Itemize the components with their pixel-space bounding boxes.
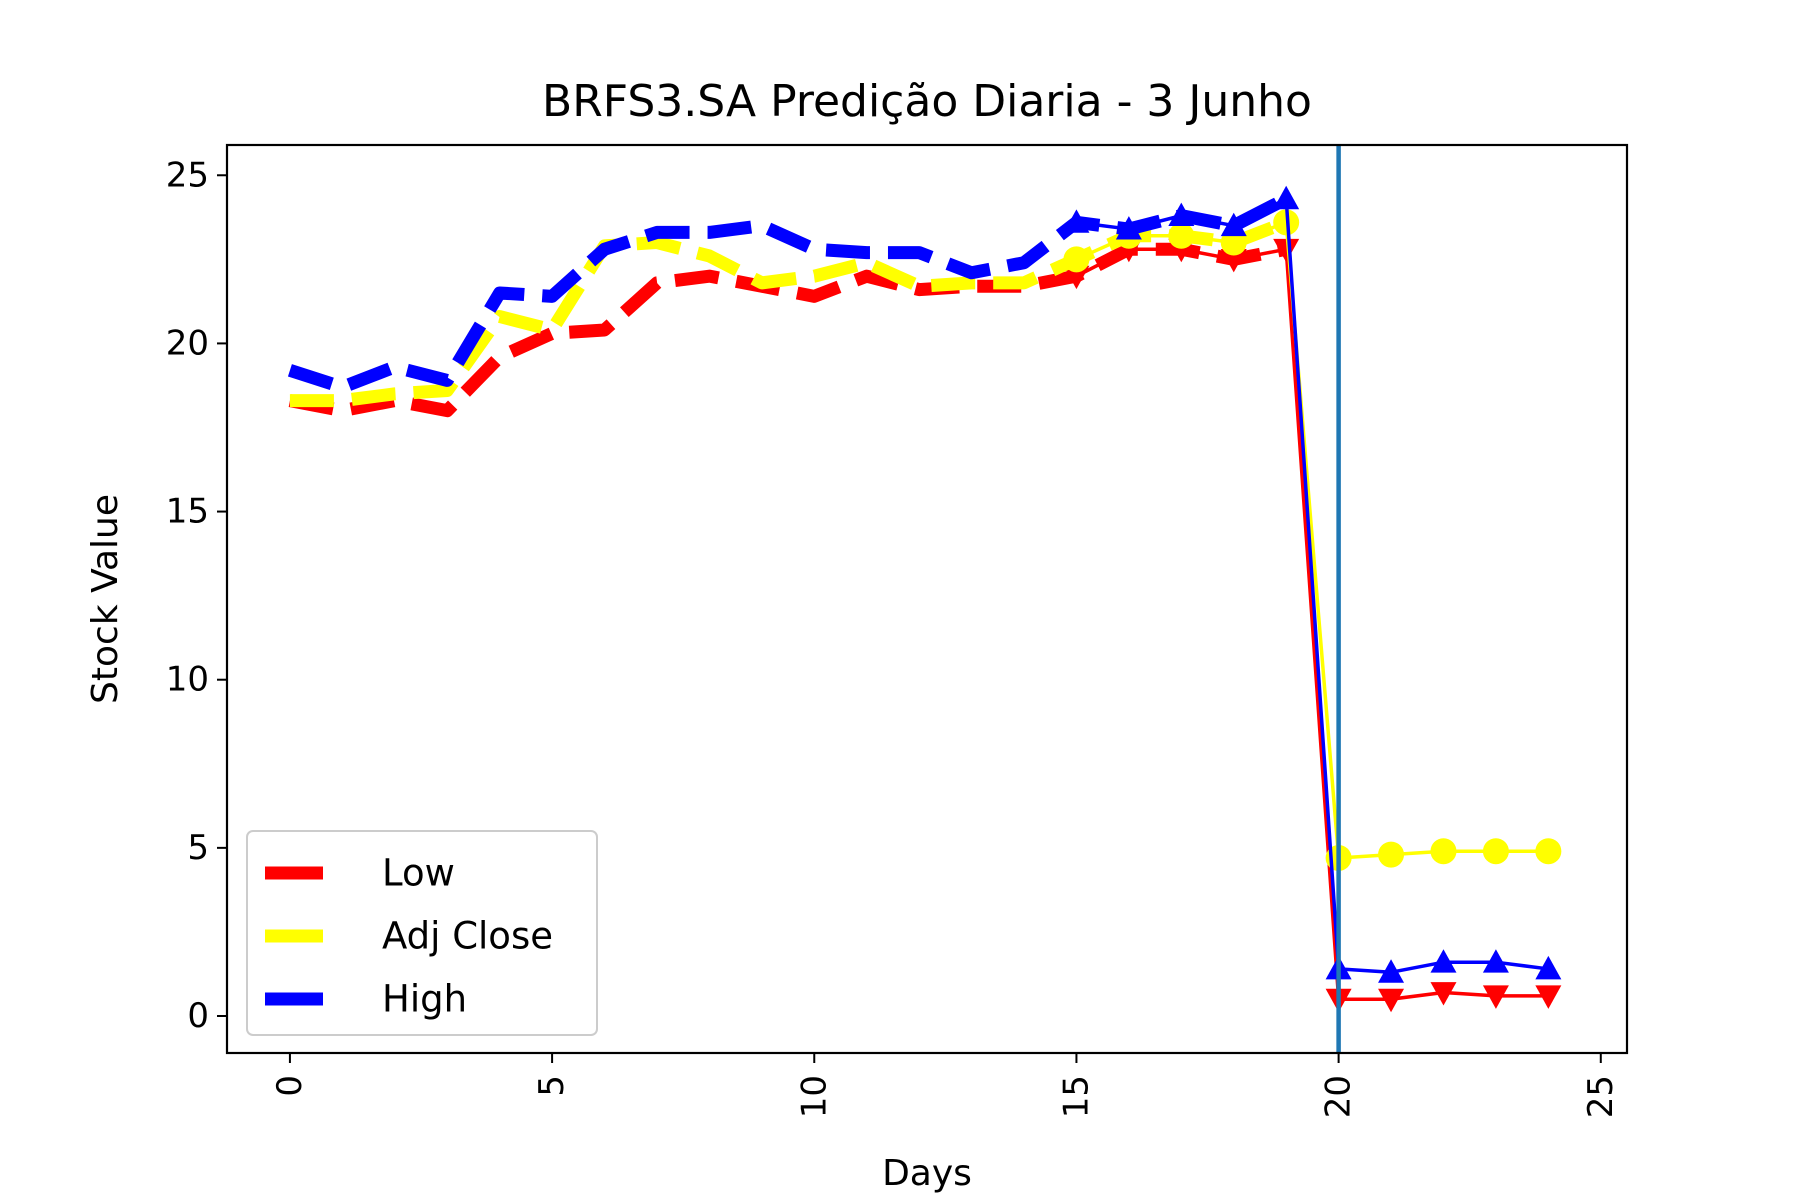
series-high	[287, 185, 1562, 983]
legend-label: High	[382, 978, 467, 1021]
x-tick-label: 20	[1319, 1075, 1359, 1118]
legend-entry-high: High	[265, 978, 467, 1021]
data-point	[1273, 238, 1300, 263]
data-point	[1535, 985, 1562, 1009]
data-point	[1482, 838, 1509, 865]
data-point	[1430, 982, 1457, 1006]
data-point	[1063, 209, 1090, 233]
x-tick-label: 10	[794, 1075, 834, 1118]
prediction-line-adj-close	[1075, 220, 1549, 860]
x-tick-label: 25	[1581, 1075, 1621, 1118]
data-point	[1430, 949, 1457, 973]
x-tick-label: 0	[270, 1075, 310, 1097]
prediction-line-high	[1076, 197, 1549, 975]
x-axis: 0 5 10 15 20 25	[270, 1053, 1621, 1118]
y-tick-label: 10	[166, 660, 209, 700]
plot-content	[287, 145, 1562, 1053]
data-point	[1535, 838, 1562, 865]
data-point	[1535, 955, 1562, 980]
data-point	[1378, 841, 1405, 868]
data-point	[1430, 838, 1457, 865]
data-point	[1063, 246, 1090, 273]
legend-box	[246, 830, 598, 1036]
legend-label: Low	[382, 852, 455, 895]
data-point	[1482, 985, 1509, 1009]
y-tick-label: 15	[166, 492, 209, 532]
chart-title: BRFS3.SA Predição Diaria - 3 Junho	[542, 76, 1312, 127]
legend-entry-low: Low	[265, 852, 455, 895]
data-point	[1168, 202, 1195, 227]
data-point	[1482, 949, 1509, 973]
legend-entry-adj-close: Adj Close	[265, 915, 553, 958]
y-tick-label: 25	[166, 155, 209, 195]
x-axis-label: Days	[882, 1153, 972, 1194]
axes-frame	[225, 143, 1629, 1055]
y-tick-label: 5	[187, 828, 209, 868]
data-point	[1220, 212, 1247, 237]
prediction-line-low	[1075, 247, 1549, 1001]
data-point	[1220, 248, 1247, 273]
data-point	[1273, 185, 1300, 210]
x-tick-label: 15	[1056, 1075, 1096, 1118]
x-tick-label: 5	[532, 1075, 572, 1097]
series-low	[288, 238, 1562, 1013]
legend-label: Adj Close	[382, 915, 553, 958]
y-axis-label: Stock Value	[85, 494, 126, 704]
data-point	[1063, 265, 1090, 290]
y-tick-label: 20	[166, 323, 209, 363]
data-point	[1378, 988, 1405, 1013]
y-axis: 0 5 10 15 20 25	[166, 155, 227, 1036]
y-tick-label: 0	[187, 996, 209, 1036]
data-point	[1168, 222, 1195, 249]
data-point	[1378, 959, 1405, 983]
legend: Low Adj Close High	[246, 830, 598, 1036]
data-point	[1115, 216, 1142, 240]
